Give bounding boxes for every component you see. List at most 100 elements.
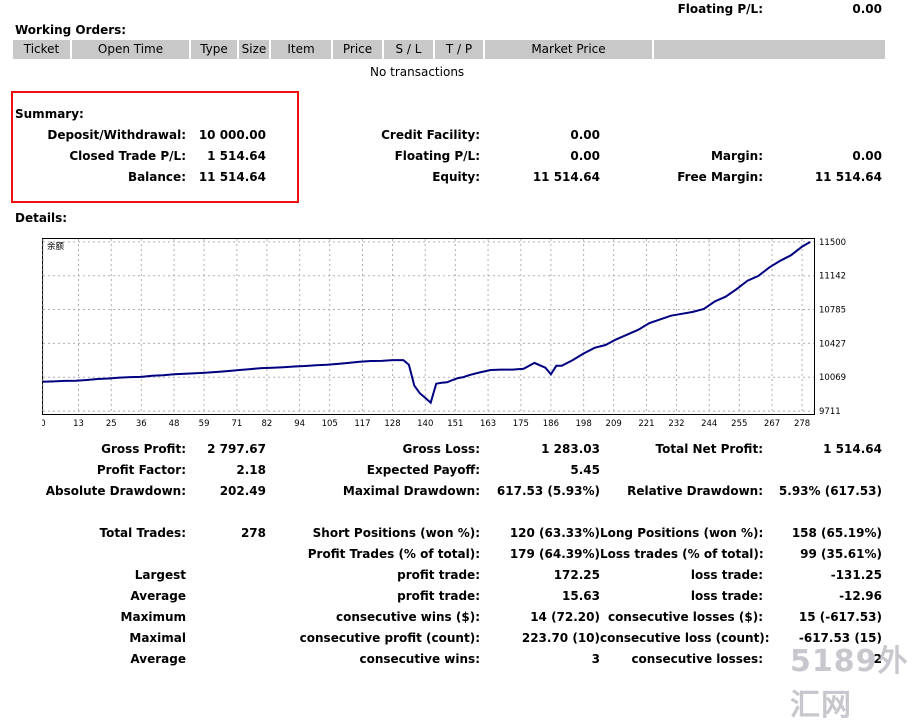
x-tick-label: 82 (261, 419, 272, 429)
average-label: Average (130, 589, 186, 603)
x-tick-label: 0 (42, 419, 46, 429)
x-tick-label: 128 (384, 419, 400, 429)
x-tick-label: 267 (764, 419, 780, 429)
maximum-label: Maximum (120, 610, 186, 624)
col-size[interactable]: Size (239, 40, 271, 59)
credit-label: Credit Facility: (381, 128, 480, 142)
max-consec-wins-value: 14 (72.20) (530, 610, 600, 624)
col-type[interactable]: Type (191, 40, 239, 59)
free-margin-label: Free Margin: (677, 170, 763, 184)
margin-value: 0.00 (852, 149, 882, 163)
max-consec-losses-label: consecutive losses ($): (607, 610, 763, 624)
avg-consec-losses-value: 2 (873, 652, 882, 666)
largest-profit-label: profit trade: (397, 568, 480, 582)
y-tick-label: 10785 (819, 306, 846, 316)
maximal-label: Maximal (129, 631, 186, 645)
y-tick-label: 9711 (819, 407, 841, 417)
col-tp[interactable]: T / P (435, 40, 485, 59)
balance-chart: 0 13 25 36 48 59 71 82 94 105 117 128 140 151 163 175 18… (42, 238, 846, 429)
expected-payoff-value: 5.45 (570, 463, 600, 477)
total-net-label: Total Net Profit: (655, 442, 763, 456)
col-open-time[interactable]: Open Time (72, 40, 191, 59)
col-sl[interactable]: S / L (384, 40, 435, 59)
average-loss-value: -12.96 (839, 589, 882, 603)
loss-trades-value: 99 (35.61%) (800, 547, 882, 561)
gross-loss-value: 1 283.03 (541, 442, 600, 456)
x-tick-label: 163 (480, 419, 496, 429)
y-tick-label: 11142 (819, 272, 846, 282)
x-tick-label: 175 (513, 419, 529, 429)
no-transactions-text: No transactions (370, 65, 465, 79)
summary-floating-label: Floating P/L: (394, 149, 480, 163)
largest-profit-value: 172.25 (553, 568, 600, 582)
watermark: 5189外汇网 (790, 644, 909, 723)
x-tick-label: 36 (136, 419, 147, 429)
x-tick-label: 25 (106, 419, 117, 429)
profit-trades-label: Profit Trades (% of total): (307, 547, 480, 561)
x-tick-label: 209 (606, 419, 622, 429)
y-tick-label: 11500 (819, 238, 846, 248)
x-axis-ticks: 0 13 25 36 48 59 71 82 94 105 117 128 140 151 163 175 18… (42, 419, 810, 429)
long-positions-label: Long Positions (won %): (600, 526, 764, 540)
profit-trades-value: 179 (64.39%) (509, 547, 600, 561)
deposit-value: 10 000.00 (198, 128, 266, 142)
largest-label: Largest (134, 568, 186, 582)
balance-value: 11 514.64 (198, 170, 266, 184)
x-tick-label: 13 (73, 419, 84, 429)
col-item[interactable]: Item (271, 40, 333, 59)
max-consec-wins-label: consecutive wins ($): (335, 610, 480, 624)
x-tick-label: 151 (447, 419, 463, 429)
x-tick-label: 244 (701, 419, 717, 429)
x-tick-label: 186 (543, 419, 559, 429)
total-trades-value: 278 (240, 526, 266, 540)
free-margin-value: 11 514.64 (814, 170, 882, 184)
summary-title: Summary: (15, 107, 84, 121)
largest-loss-value: -131.25 (830, 568, 882, 582)
margin-label: Margin: (710, 149, 763, 163)
average-profit-label: profit trade: (397, 589, 480, 603)
avg-consec-wins-value: 3 (591, 652, 600, 666)
maximal-profit-value: 223.70 (10) (521, 631, 600, 645)
col-ticket[interactable]: Ticket (13, 40, 72, 59)
gross-loss-label: Gross Loss: (402, 442, 480, 456)
balance-series-line (42, 241, 811, 405)
rel-drawdown-label: Relative Drawdown: (627, 484, 763, 498)
top-floating-label: Floating P/L: (677, 2, 763, 16)
closed-pl-label: Closed Trade P/L: (69, 149, 186, 163)
average-loss-label: loss trade: (690, 589, 763, 603)
x-tick-label: 105 (322, 419, 338, 429)
x-tick-label: 255 (731, 419, 747, 429)
profit-factor-label: Profit Factor: (96, 463, 186, 477)
summary-floating-value: 0.00 (570, 149, 600, 163)
col-market-price[interactable]: Market Price (485, 40, 654, 59)
y-tick-label: 10427 (819, 339, 846, 349)
equity-label: Equity: (432, 170, 480, 184)
average2-label: Average (130, 652, 186, 666)
chart-title: 余额 (47, 241, 65, 252)
summary-highlight-box (11, 91, 299, 203)
short-positions-label: Short Positions (won %): (312, 526, 480, 540)
deposit-label: Deposit/Withdrawal: (47, 128, 186, 142)
y-tick-label: 10069 (819, 373, 846, 383)
expected-payoff-label: Expected Payoff: (366, 463, 480, 477)
balance-label: Balance: (127, 170, 186, 184)
x-tick-label: 232 (668, 419, 684, 429)
abs-drawdown-label: Absolute Drawdown: (45, 484, 186, 498)
max-drawdown-label: Maximal Drawdown: (342, 484, 480, 498)
max-consec-losses-value: 15 (-617.53) (798, 610, 882, 624)
details-title: Details: (15, 211, 68, 225)
col-price[interactable]: Price (333, 40, 384, 59)
x-tick-label: 59 (199, 419, 210, 429)
x-tick-label: 94 (294, 419, 305, 429)
x-tick-label: 140 (417, 419, 433, 429)
short-positions-value: 120 (63.33%) (509, 526, 600, 540)
avg-consec-wins-label: consecutive wins: (359, 652, 480, 666)
chart-grid (42, 239, 814, 414)
gross-profit-value: 2 797.67 (207, 442, 266, 456)
abs-drawdown-value: 202.49 (219, 484, 266, 498)
plot-area (42, 238, 815, 415)
largest-loss-label: loss trade: (690, 568, 763, 582)
col-blank (654, 40, 885, 59)
y-axis-ticks: 9711 10069 10427 10785 11142 11500 (819, 238, 846, 417)
x-tick-label: 117 (354, 419, 370, 429)
